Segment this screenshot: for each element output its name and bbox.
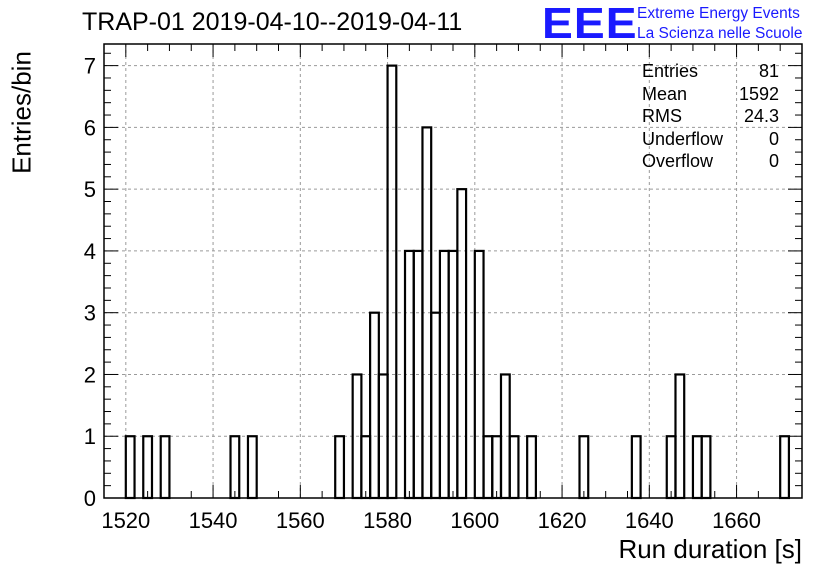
histogram-bin xyxy=(159,435,171,500)
logo-tagline-1: Extreme Energy Events xyxy=(637,5,800,22)
stats-row-mean: Mean 1592 xyxy=(642,83,779,106)
stats-value: 81 xyxy=(758,61,779,81)
histogram-bin xyxy=(142,435,154,500)
stats-label: Entries xyxy=(642,61,699,81)
y-tick-label: 6 xyxy=(84,115,96,140)
x-tick-label: 1620 xyxy=(538,508,587,533)
stats-value: 1592 xyxy=(738,83,779,104)
histogram-bin xyxy=(386,64,398,500)
histogram-bin xyxy=(246,435,258,500)
stats-row-rms: RMS 24.3 xyxy=(642,105,779,128)
x-axis-label: Run duration [s] xyxy=(618,534,802,564)
histogram-bin xyxy=(360,435,372,500)
histogram-bin xyxy=(665,435,677,500)
plot-frame xyxy=(103,43,803,499)
histogram-bin xyxy=(482,435,494,500)
x-tick-label: 1520 xyxy=(101,508,150,533)
histogram-bin xyxy=(229,435,241,500)
x-tick-label: 1580 xyxy=(363,508,412,533)
histogram-bin xyxy=(578,435,590,500)
histogram-bin xyxy=(369,311,380,500)
stats-row-overflow: Overflow 0 xyxy=(642,150,779,173)
y-tick-label: 7 xyxy=(84,54,96,79)
histogram-bin xyxy=(491,435,503,500)
histogram-bin xyxy=(124,435,136,500)
x-tick-label: 1640 xyxy=(625,508,674,533)
stats-row-entries: Entries 81 xyxy=(642,60,779,83)
histogram-bin xyxy=(700,435,712,500)
histogram-bin xyxy=(334,435,346,500)
y-tick-label: 2 xyxy=(84,362,96,387)
histogram-bin xyxy=(779,435,791,500)
stats-value: 24.3 xyxy=(743,106,779,126)
y-tick-label: 0 xyxy=(84,486,96,511)
y-tick-label: 1 xyxy=(84,424,96,449)
histogram-bin xyxy=(526,435,537,500)
stats-row-underflow: Underflow 0 xyxy=(642,128,779,151)
histogram-bin xyxy=(630,435,642,500)
histogram-bin xyxy=(456,188,468,500)
y-tick-label: 4 xyxy=(84,239,96,264)
chart-title: TRAP-01 2019-04-10--2019-04-11 xyxy=(82,8,463,36)
y-axis-label: Entries/bin xyxy=(6,51,37,174)
y-tick-label: 5 xyxy=(84,177,96,202)
stats-value: 0 xyxy=(768,151,779,171)
eee-logo: EEE xyxy=(542,0,638,48)
histogram-bin xyxy=(508,435,520,500)
x-tick-label: 1540 xyxy=(189,508,238,533)
x-tick-label: 1660 xyxy=(712,508,761,533)
stats-box: Entries 81 Mean 1592 RMS 24.3 Underflow … xyxy=(642,60,779,173)
y-tick-label: 3 xyxy=(84,301,96,326)
stats-label: Underflow xyxy=(642,128,724,149)
histogram-bin xyxy=(691,435,703,500)
x-tick-label: 1600 xyxy=(450,508,499,533)
logo-tagline-2: La Scienza nelle Scuole xyxy=(637,25,803,42)
stats-value: 0 xyxy=(768,128,779,149)
stats-label: Overflow xyxy=(642,151,714,171)
stats-label: RMS xyxy=(642,106,682,126)
x-tick-label: 1560 xyxy=(276,508,325,533)
stats-label: Mean xyxy=(642,83,688,104)
histogram-bin xyxy=(430,311,442,500)
